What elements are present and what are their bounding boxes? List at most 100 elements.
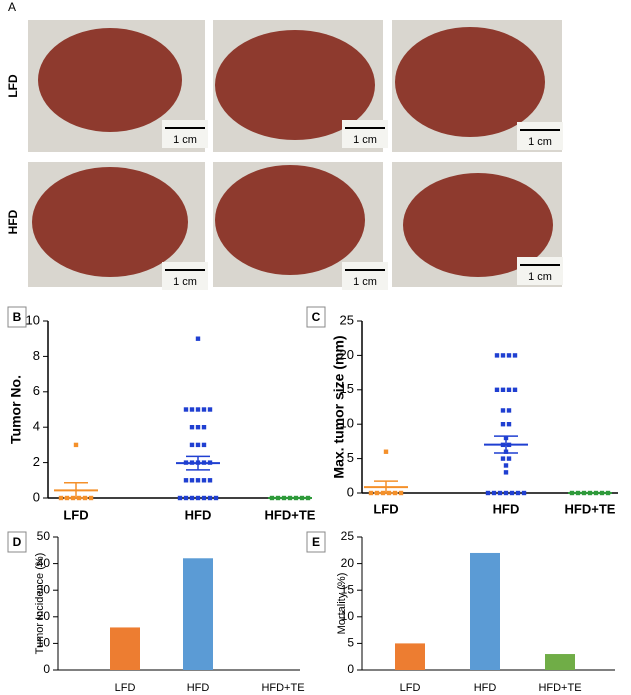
liver — [215, 165, 365, 275]
x-tick-label: HFD — [493, 501, 520, 516]
scale-bar-label: 1 cm — [173, 134, 197, 146]
y-tick-label: 25 — [340, 312, 354, 327]
data-point — [509, 490, 515, 496]
data-point — [207, 495, 213, 501]
x-tick-label: HFD — [185, 507, 212, 522]
data-point — [500, 387, 506, 392]
data-point — [506, 387, 512, 392]
data-point — [500, 422, 506, 427]
y-tick-label: 8 — [33, 348, 40, 363]
panel-label-box — [7, 306, 27, 328]
data-point — [515, 490, 521, 496]
data-point — [512, 387, 518, 392]
x-tick-label: LFD — [63, 507, 88, 522]
x-tick-label: LFD — [400, 682, 421, 694]
scale-bar-label: 1 cm — [173, 276, 197, 288]
x-tick-label: HFD+TE — [565, 501, 616, 516]
liver — [215, 30, 375, 140]
y-tick-label: 5 — [347, 450, 354, 465]
y-axis-label: Tumor No. — [8, 375, 24, 444]
data-point — [189, 478, 195, 483]
data-point — [201, 425, 207, 430]
data-point — [189, 495, 195, 501]
data-point — [189, 425, 195, 430]
y-tick-label: 30 — [37, 582, 51, 596]
data-point — [383, 449, 389, 454]
panel-label: B — [13, 310, 22, 324]
y-tick-label: 0 — [43, 662, 50, 676]
x-tick-label: HFD — [474, 682, 497, 694]
y-tick-label: 20 — [340, 347, 354, 362]
data-point — [491, 490, 497, 496]
data-point — [494, 387, 500, 392]
data-point — [201, 495, 207, 501]
y-tick-label: 15 — [341, 582, 355, 596]
scale-bar-bg — [342, 262, 388, 290]
scale-bar-bg — [162, 120, 208, 148]
y-axis-label: Mortality (%) — [336, 573, 348, 635]
data-point — [500, 408, 506, 413]
bar — [545, 654, 575, 670]
data-point — [506, 353, 512, 358]
panel-label-box — [306, 306, 326, 328]
scale-bar-label: 1 cm — [528, 136, 552, 148]
scale-bar-label: 1 cm — [353, 276, 377, 288]
scale-bar-label: 1 cm — [353, 134, 377, 146]
liver — [395, 27, 545, 137]
y-tick-label: 15 — [340, 381, 354, 396]
y-tick-label: 10 — [37, 636, 51, 650]
data-point — [195, 407, 201, 412]
y-tick-label: 20 — [37, 609, 51, 623]
scale-bar-bg — [517, 122, 563, 150]
data-point — [494, 353, 500, 358]
x-tick-label: HFD+TE — [538, 682, 581, 694]
data-point — [189, 442, 195, 448]
data-point — [503, 463, 509, 468]
data-point — [497, 490, 503, 496]
data-point — [368, 490, 374, 496]
x-tick-label: HFD+TE — [265, 507, 316, 522]
data-point — [177, 495, 183, 501]
y-tick-label: 10 — [26, 312, 40, 327]
data-point — [207, 407, 213, 412]
data-point — [398, 490, 404, 496]
data-point — [500, 456, 506, 461]
data-point — [201, 478, 207, 483]
y-tick-label: 10 — [340, 416, 354, 431]
y-tick-label: 25 — [341, 529, 355, 543]
x-tick-label: HFD — [187, 682, 210, 694]
scale-bar-label: 1 cm — [528, 271, 552, 283]
y-tick-label: 0 — [347, 484, 354, 499]
liver — [32, 167, 188, 277]
x-tick-label: LFD — [373, 501, 398, 516]
panel-label: A — [8, 0, 16, 14]
data-point — [485, 490, 491, 496]
scale-bar-bg — [162, 262, 208, 290]
liver — [403, 173, 553, 277]
panel-label-box — [306, 531, 326, 553]
data-point — [506, 456, 512, 461]
data-point — [73, 442, 79, 448]
data-point — [506, 422, 512, 427]
data-point — [213, 495, 219, 501]
y-tick-label: 20 — [341, 556, 355, 570]
y-tick-label: 0 — [347, 662, 354, 676]
panel-label: D — [13, 535, 22, 549]
data-point — [201, 407, 207, 412]
panel-label: C — [312, 310, 321, 324]
data-point — [503, 490, 509, 496]
data-point — [207, 478, 213, 483]
data-point — [183, 495, 189, 501]
data-point — [512, 353, 518, 358]
x-tick-label: LFD — [115, 682, 136, 694]
panel-label-box — [7, 531, 27, 553]
photos — [28, 20, 562, 287]
y-tick-label: 4 — [33, 419, 40, 434]
data-point — [195, 478, 201, 483]
data-point — [195, 442, 201, 448]
y-axis-label: Max. tumor size (mm) — [331, 335, 347, 478]
bar — [395, 643, 425, 670]
panel-label: E — [312, 535, 320, 549]
data-point — [183, 407, 189, 412]
